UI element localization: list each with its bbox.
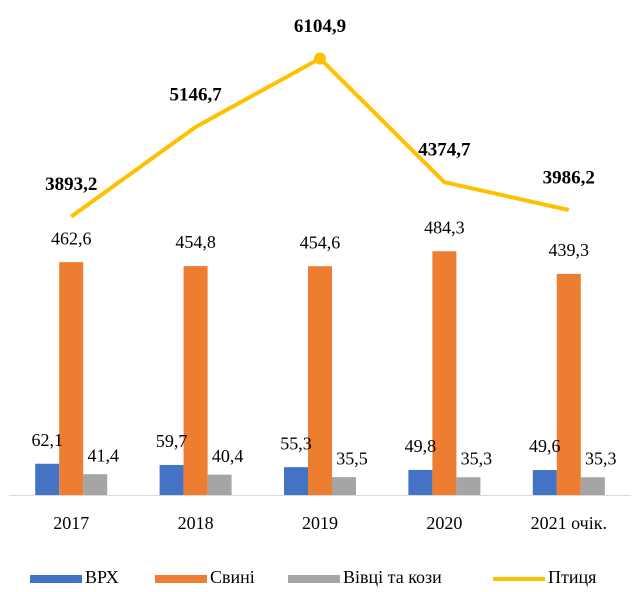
bar-value-label: 49,6 [529,436,561,456]
marker [314,52,326,65]
bar [284,467,308,495]
bar-value-label: 62,1 [31,430,63,450]
line-value-label: 3893,2 [45,174,97,195]
bar-value-label: 484,3 [424,217,465,237]
bar-value-label: 35,5 [336,448,368,468]
bar [532,470,557,495]
bar-value-label: 35,3 [461,448,493,468]
bar [432,251,457,495]
bar [332,477,356,495]
bar [456,477,481,495]
x-tick-label: 2021 очік. [531,513,607,533]
line-value-label: 4374,7 [418,140,471,161]
legend-label: Вівці та кози [343,567,442,587]
line-value-label: 3986,2 [543,167,595,188]
bar [308,266,332,495]
legend-label: Птиця [548,567,596,587]
bar [580,477,605,495]
bar-value-label: 59,7 [156,431,188,451]
legend-swatch [155,575,207,583]
legend-swatch [30,575,82,583]
bar [59,262,84,495]
x-tick-label: 2018 [178,513,214,533]
bar [159,464,184,495]
bar-value-label: 49,8 [405,436,437,456]
legend-label: Свині [210,567,255,587]
bar-value-label: 454,6 [300,232,341,252]
bar [183,266,208,495]
bar [83,474,108,495]
bar-value-label: 55,3 [280,433,312,453]
bar-value-label: 462,6 [51,228,92,248]
bar [556,273,581,495]
line [70,56,570,219]
bar [408,469,433,495]
bar-value-label: 439,3 [549,240,590,260]
line-value-label: 6104,9 [294,16,346,37]
line-value-label: 5146,7 [169,84,222,105]
legend-swatch [288,575,340,583]
bar-value-label: 40,4 [212,446,244,466]
bar-value-label: 41,4 [87,445,119,465]
bar-value-label: 454,8 [175,232,216,252]
bar [35,463,60,495]
x-tick-label: 2017 [53,513,89,533]
bar [207,474,232,495]
x-tick-label: 2020 [426,513,462,533]
x-tick-label: 2019 [302,513,338,533]
legend-label: ВРХ [85,567,119,587]
bar-value-label: 35,3 [585,448,617,468]
